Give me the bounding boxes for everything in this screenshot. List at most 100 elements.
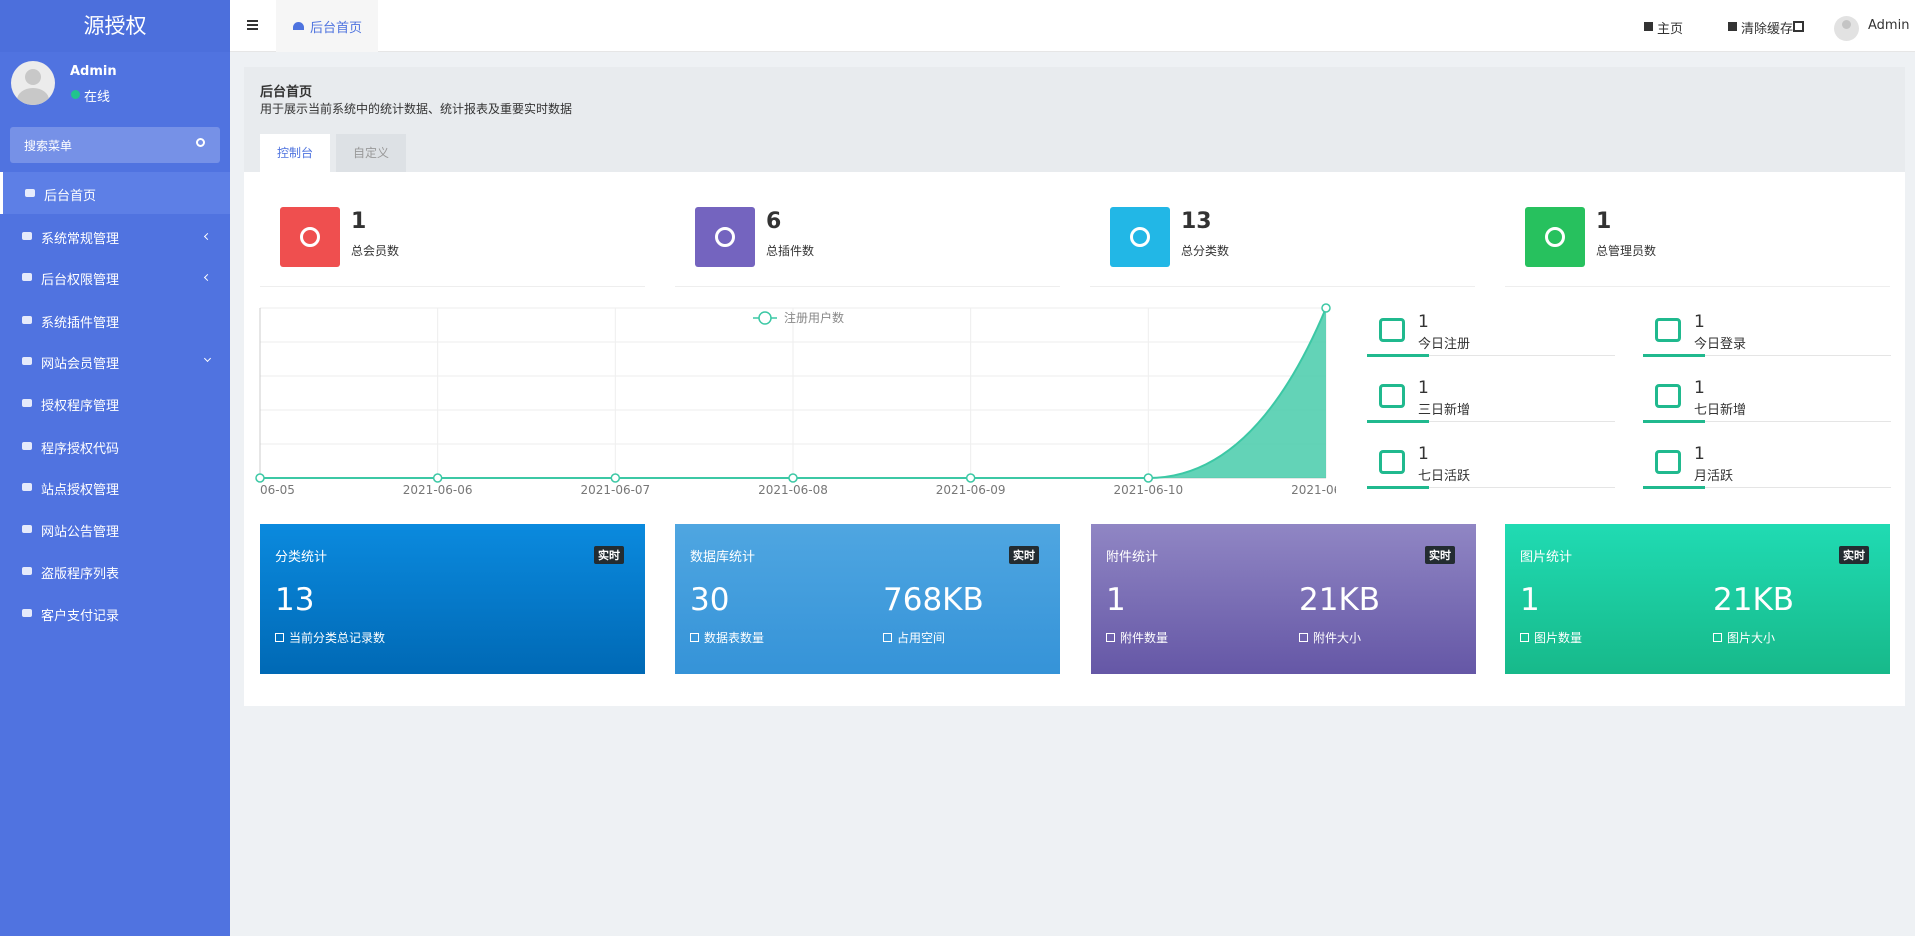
card-label: 占用空间 [897, 631, 946, 645]
card-value: 768KB [883, 582, 984, 618]
menu-icon [22, 357, 32, 365]
card-label-icon [1299, 633, 1308, 642]
menu-item[interactable]: 系统常规管理 [0, 215, 230, 257]
page-tab[interactable]: 控制台 [260, 134, 330, 172]
card-badge: 实时 [1009, 546, 1039, 564]
x-tick-label: 2021-06-08 [758, 483, 828, 497]
menu-icon [22, 442, 32, 450]
menu-icon [22, 316, 32, 324]
info-value: 6 [766, 209, 782, 234]
status-dot [71, 90, 80, 99]
menu-label: 系统插件管理 [41, 316, 120, 331]
menu-item[interactable]: 网站公告管理 [0, 508, 230, 550]
menu-icon [22, 232, 32, 240]
menu-label: 授权程序管理 [41, 399, 120, 414]
info-glyph [1130, 227, 1150, 247]
stat-item: 1 七日新增 [1643, 378, 1891, 423]
x-tick-label: 2021-06-09 [936, 483, 1006, 497]
card-value: 30 [690, 582, 730, 618]
menu-arrow [203, 354, 212, 363]
fullscreen-icon[interactable] [1793, 21, 1804, 32]
top-user[interactable]: Admin [1868, 18, 1910, 33]
avatar [11, 61, 55, 105]
logo: 源授权 [0, 0, 230, 52]
info-icon [1525, 207, 1585, 267]
menu-item[interactable]: 站点授权管理 [0, 466, 230, 508]
card-title: 附件统计 [1106, 550, 1159, 565]
card-value: 21KB [1299, 582, 1381, 618]
stat-underline [1367, 420, 1429, 423]
info-box: 13 总分类数 [1090, 197, 1475, 287]
top-avatar-head [1842, 20, 1851, 29]
menu-label: 后台首页 [44, 189, 97, 204]
info-icon [695, 207, 755, 267]
info-box: 1 总管理员数 [1505, 197, 1890, 287]
point [255, 473, 265, 483]
stat-card: 分类统计 实时 13 当前分类总记录数 [260, 524, 645, 674]
info-label: 总会员数 [351, 244, 400, 258]
stat-underline [1643, 354, 1705, 357]
page-tab[interactable]: 自定义 [336, 134, 406, 172]
card-label: 数据表数量 [704, 631, 765, 645]
info-glyph [715, 227, 735, 247]
avatar-head [25, 69, 41, 85]
top-link[interactable]: 清除缓存 [1741, 22, 1794, 37]
avatar-body [17, 88, 49, 105]
info-label: 总分类数 [1181, 244, 1230, 258]
top-link[interactable]: 主页 [1657, 22, 1684, 37]
chart: 2021-06-05 2021-06-06 2021-06-07 2021-06-08… [244, 303, 1344, 497]
menu-item[interactable]: 后台首页 [0, 172, 230, 214]
menu-item[interactable]: 系统插件管理 [0, 299, 230, 341]
menu-item[interactable]: 后台权限管理 [0, 256, 230, 298]
menu-arrow [203, 232, 212, 241]
search-box[interactable]: 搜索菜单 [10, 127, 220, 163]
card-value: 1 [1106, 582, 1126, 618]
stat-underline [1367, 354, 1429, 357]
x-tick-label: 2021-06-11 [1291, 483, 1344, 497]
menu-label: 系统常规管理 [41, 232, 120, 247]
menu-icon [22, 525, 32, 533]
card-badge: 实时 [1839, 546, 1869, 564]
legend-label: 注册用户数 [784, 310, 844, 325]
card-title: 分类统计 [275, 550, 328, 565]
tab-icon [293, 22, 304, 30]
stat-value: 1 [1694, 444, 1705, 464]
x-tick-label: 2021-06-07 [580, 483, 650, 497]
info-box: 6 总插件数 [675, 197, 1060, 287]
menu-item[interactable]: 程序授权代码 [0, 425, 230, 467]
card-label: 图片大小 [1727, 631, 1776, 645]
point [965, 473, 976, 483]
menu-item[interactable]: 网站会员管理 [0, 340, 230, 382]
card-value: 13 [275, 582, 315, 618]
x-tick-label: 2021-06-06 [403, 483, 473, 497]
stat-label: 七日活跃 [1418, 469, 1471, 484]
point [1143, 473, 1154, 483]
stat-icon [1655, 318, 1681, 342]
menu-label: 站点授权管理 [41, 483, 120, 498]
top-tab[interactable]: 后台首页 [276, 0, 378, 52]
topbar: 后台首页 主页 清除缓存 Admin [230, 0, 1915, 52]
tab-label: 后台首页 [310, 21, 363, 36]
stat-card: 图片统计 实时 1 图片数量 21KB 图片大小 [1505, 524, 1890, 674]
point [610, 473, 621, 483]
user-name: Admin [70, 64, 117, 79]
point [1321, 303, 1331, 313]
menu-item[interactable]: 授权程序管理 [0, 382, 230, 424]
stat-item: 1 今日登录 [1643, 312, 1891, 357]
stat-icon [1379, 450, 1405, 474]
menu-label: 客户支付记录 [41, 609, 120, 624]
menu-icon [25, 189, 35, 197]
card-label: 附件数量 [1120, 631, 1169, 645]
card-label: 当前分类总记录数 [289, 631, 386, 645]
stat-value: 1 [1418, 312, 1429, 332]
x-tick-label: 2021-06-05 [244, 483, 295, 497]
info-value: 1 [351, 209, 367, 234]
top-avatar[interactable] [1834, 16, 1859, 41]
menu-toggle[interactable] [247, 20, 258, 30]
info-glyph [300, 227, 320, 247]
card-label-icon [1106, 633, 1115, 642]
menu-item[interactable]: 客户支付记录 [0, 592, 230, 634]
menu-icon [22, 483, 32, 491]
menu-item[interactable]: 盗版程序列表 [0, 550, 230, 592]
page-tab-label: 控制台 [276, 146, 313, 160]
